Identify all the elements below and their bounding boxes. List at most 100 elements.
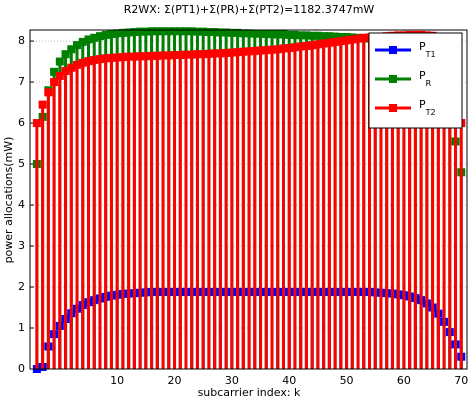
stem-marker (113, 53, 122, 62)
stem-marker (159, 27, 168, 36)
x-tick-label: 20 (168, 374, 182, 387)
stem-marker (199, 27, 208, 36)
stem-marker (285, 44, 294, 53)
stem-marker (325, 32, 334, 41)
stem-marker (38, 100, 47, 109)
stem-marker (159, 51, 168, 60)
legend-label-main: P (419, 40, 426, 53)
stem-marker (118, 28, 127, 37)
stem-marker (176, 51, 185, 60)
stem-marker (50, 67, 59, 76)
stem-marker (176, 27, 185, 36)
stem-marker (113, 29, 122, 38)
legend-label: PT2 (419, 98, 436, 117)
stem-marker (61, 66, 70, 75)
stem-marker (130, 28, 139, 37)
stem-marker (313, 40, 322, 49)
stem-marker (354, 34, 363, 43)
stem-marker (78, 58, 87, 67)
x-tick-label: 10 (110, 374, 124, 387)
legend-label-sub: R (426, 79, 432, 88)
legend-label-sub: T2 (425, 108, 436, 117)
stem-marker (245, 47, 254, 56)
stem-marker (147, 51, 156, 60)
stem-marker (170, 27, 179, 36)
stem-marker (222, 48, 231, 57)
stem-marker (193, 50, 202, 59)
legend-label-main: P (419, 69, 426, 82)
stem-marker (250, 29, 259, 38)
y-tick-label: 7 (18, 75, 25, 88)
stem-marker (147, 27, 156, 36)
stem-marker (136, 52, 145, 61)
stem-marker (84, 35, 93, 44)
stem-marker (90, 33, 99, 42)
stem-marker (95, 55, 104, 64)
stem-marker (285, 30, 294, 39)
stem-marker (290, 30, 299, 39)
stem-marker (239, 47, 248, 56)
stem-marker (181, 27, 190, 36)
x-tick-label: 30 (225, 374, 239, 387)
legend-label: PT1 (419, 40, 436, 59)
stem-marker (359, 33, 368, 42)
stem-marker (67, 63, 76, 72)
stem-marker (222, 28, 231, 37)
plot-frame (29, 29, 468, 370)
legend-marker (389, 104, 397, 112)
stem-marker (78, 37, 87, 46)
stem-marker (313, 31, 322, 40)
stem-marker (331, 37, 340, 46)
x-tick-label: 50 (340, 374, 354, 387)
legend-label: PR (419, 69, 432, 88)
stem-marker (153, 51, 162, 60)
stem-marker (61, 50, 70, 59)
stem-marker (50, 78, 59, 87)
stem-marker (273, 45, 282, 54)
stem-marker (245, 29, 254, 38)
y-tick-label: 3 (18, 239, 25, 252)
y-tick-label: 5 (18, 157, 25, 170)
x-axis-label: subcarrier index: k (198, 386, 301, 399)
stem-marker (268, 45, 277, 54)
x-tick-label: 70 (454, 374, 468, 387)
stem-marker (204, 28, 213, 37)
y-tick-label: 2 (18, 280, 25, 293)
stem-marker (262, 46, 271, 55)
stem-marker (302, 31, 311, 40)
stem-marker (210, 28, 219, 37)
y-tick-label: 8 (18, 34, 25, 47)
stem-marker (164, 51, 173, 60)
stem-marker (279, 44, 288, 53)
stem-marker (153, 27, 162, 36)
stem-marker (170, 51, 179, 60)
stem-marker (319, 32, 328, 41)
stem-marker (187, 27, 196, 36)
stem-marker (187, 50, 196, 59)
stem-marker (141, 27, 150, 36)
y-tick-label: 6 (18, 116, 25, 129)
stem-marker (73, 41, 82, 50)
stem-marker (32, 119, 41, 128)
legend-marker (389, 75, 397, 83)
y-tick-label: 0 (18, 362, 25, 375)
stem-marker (319, 39, 328, 48)
stem-marker (216, 28, 225, 37)
stem-marker (331, 32, 340, 41)
stem-marker (124, 28, 133, 37)
stem-marker (308, 41, 317, 50)
chart-title: R2WX: Σ(PT1)+Σ(PR)+Σ(PT2)=1182.3747mW (124, 3, 375, 16)
y-tick-label: 1 (18, 321, 25, 334)
stem-marker (239, 29, 248, 38)
stem-marker (216, 49, 225, 58)
stem-marker (181, 50, 190, 59)
stem-marker (164, 27, 173, 36)
stem-marker (268, 30, 277, 39)
stem-marker (141, 52, 150, 61)
legend-marker (389, 46, 397, 54)
stem-marker (193, 27, 202, 36)
stem-marker (204, 49, 213, 58)
stem-marker (296, 42, 305, 51)
stem-marker (227, 48, 236, 57)
